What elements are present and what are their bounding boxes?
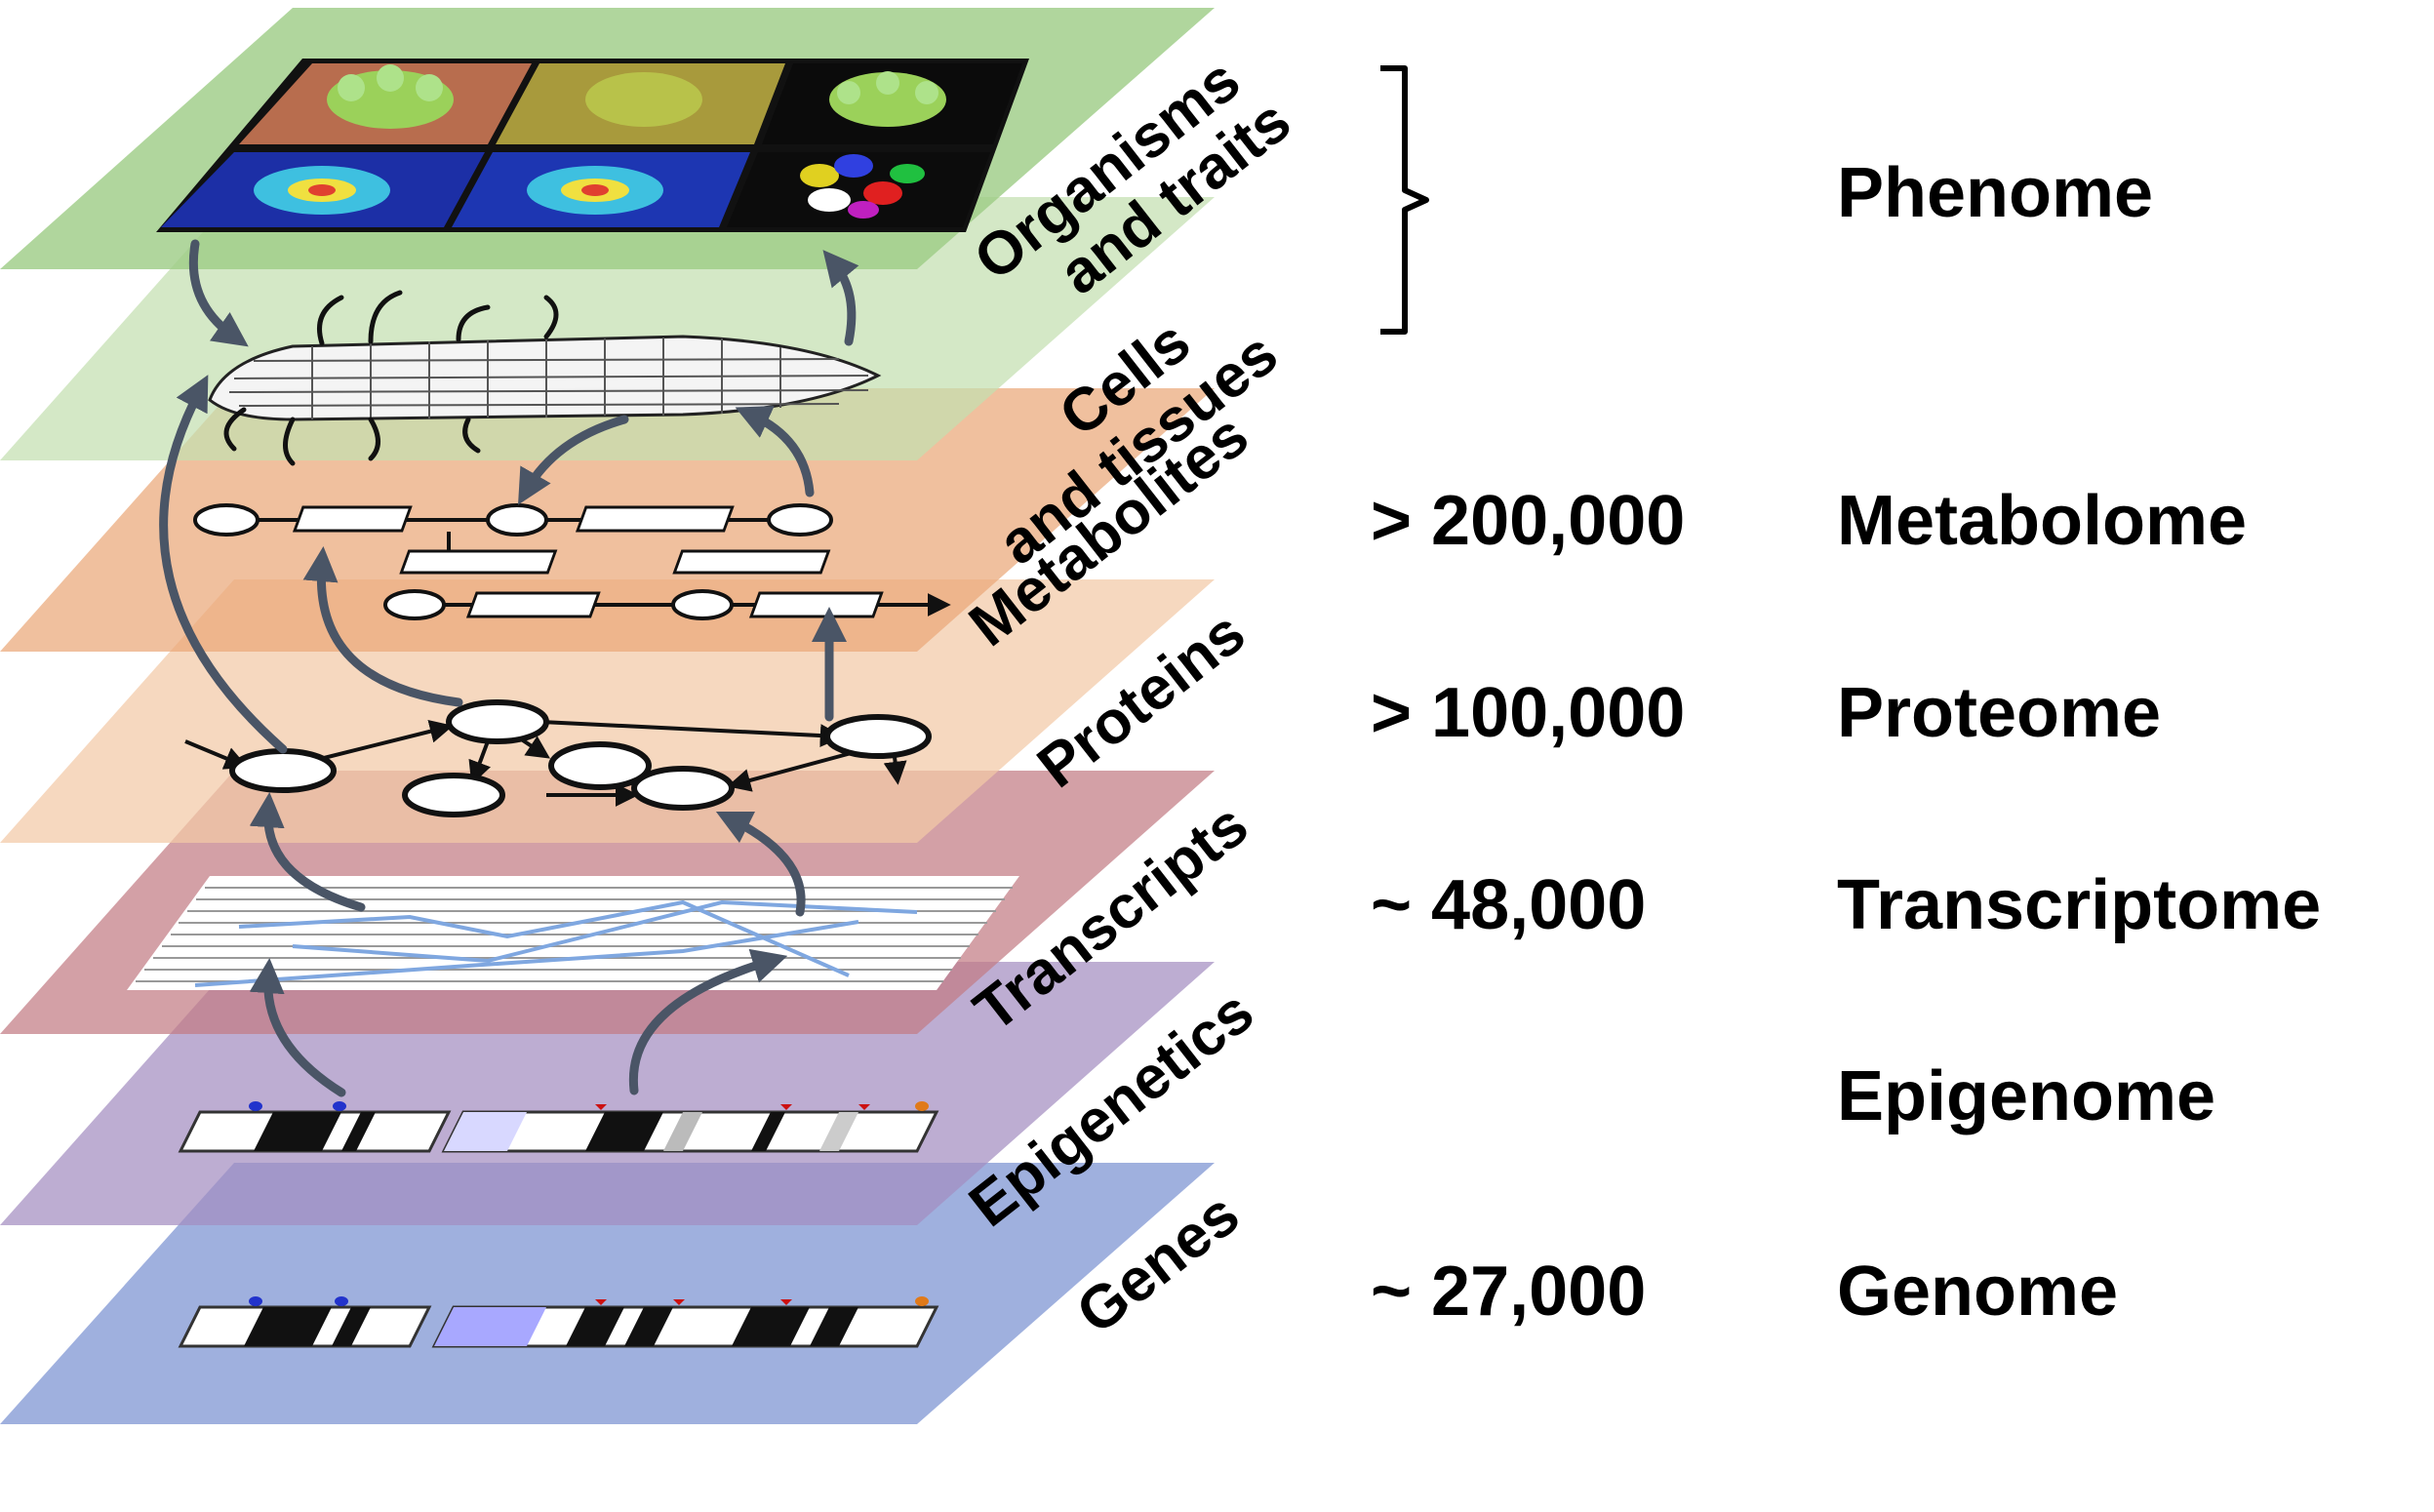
plant-segmented [727, 152, 990, 227]
interaction-arrows [159, 239, 859, 1097]
ome-phenome: Phenome [1837, 154, 2153, 232]
ome-transcriptome: Transcriptome [1837, 866, 2321, 944]
ome-genome: Genome [1837, 1253, 2118, 1331]
count-metabolome: > 200,000 [1371, 482, 1685, 560]
epigenetic-marks [249, 1101, 929, 1111]
root-tissue-drawing [208, 290, 882, 466]
metabolic-network [193, 503, 951, 620]
ome-metabolome: Metabolome [1837, 482, 2247, 560]
count-proteome: > 100,000 [1371, 674, 1685, 752]
plant-image-grid [156, 59, 1029, 232]
protein-network [184, 699, 932, 817]
transcript-expression-chart [127, 876, 1019, 990]
ome-epigenome: Epigenome [1837, 1057, 2215, 1135]
epigenetic-chromosome [178, 1101, 939, 1153]
phenome-bracket [1380, 65, 1429, 335]
ome-proteome: Proteome [1837, 674, 2161, 752]
count-genome: ~ 27,000 [1371, 1253, 1646, 1331]
gene-chromosome [178, 1296, 939, 1348]
count-transcriptome: ~ 48,000 [1371, 866, 1646, 944]
genes-plane [0, 1163, 1215, 1424]
gene-marks [249, 1296, 929, 1306]
